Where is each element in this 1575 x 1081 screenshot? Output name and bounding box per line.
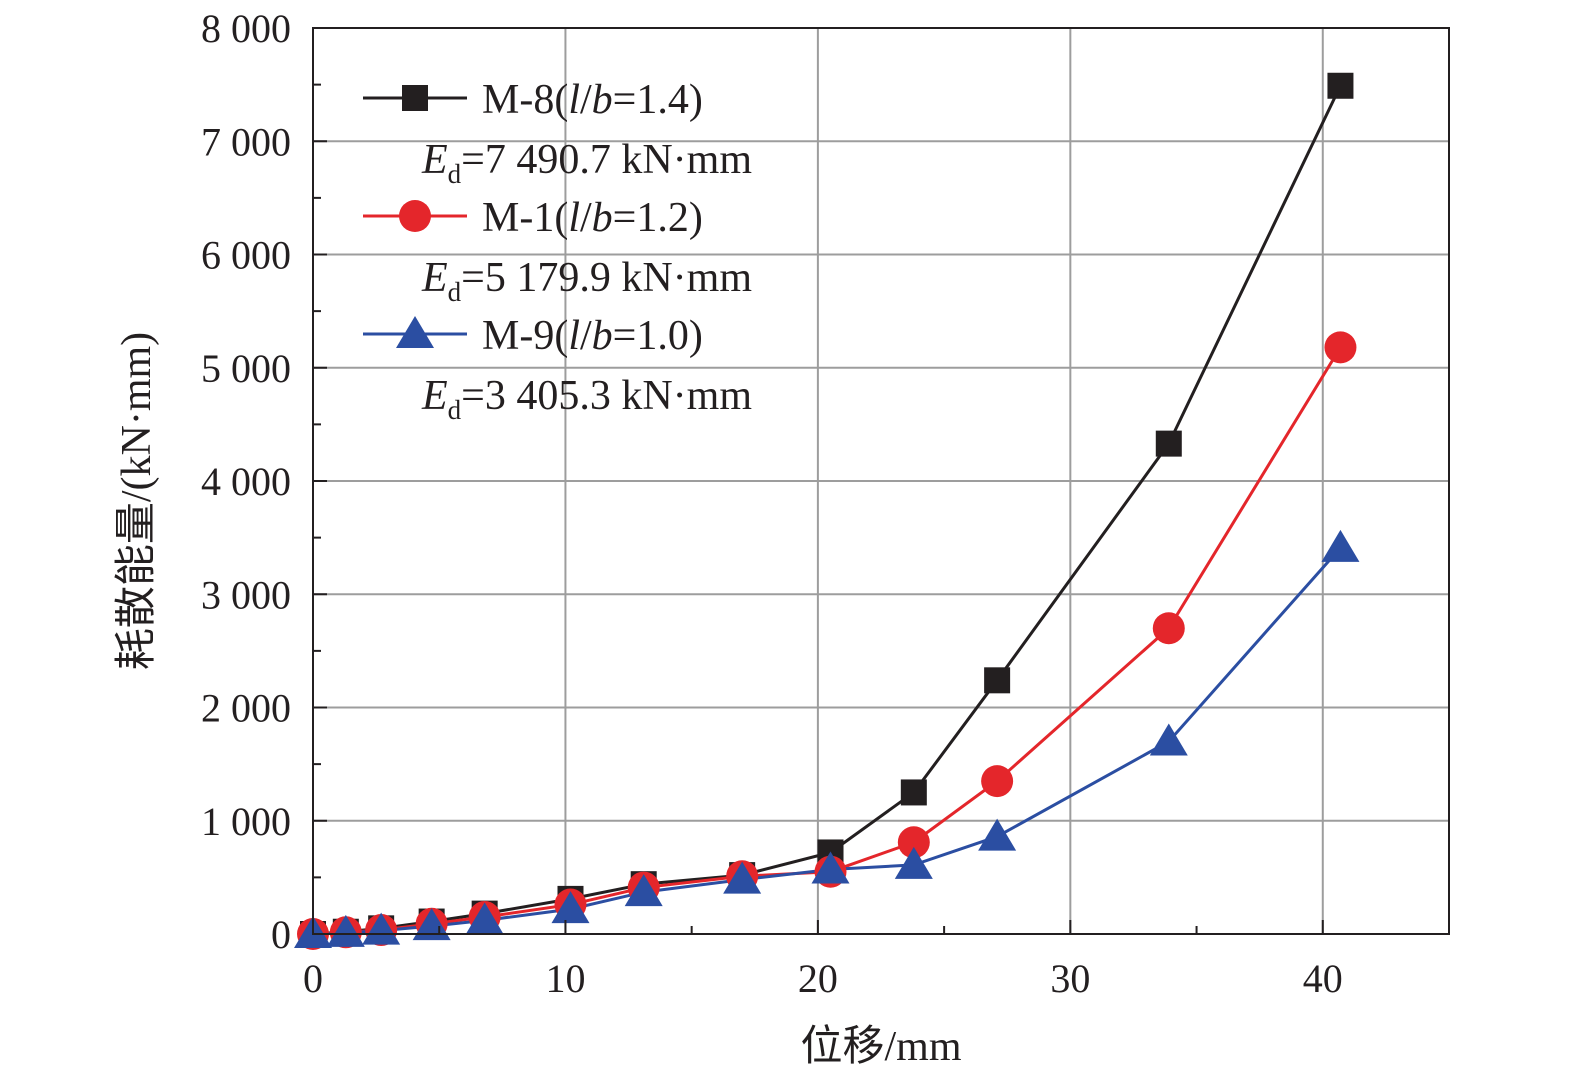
data-point-1-10 (981, 765, 1014, 798)
x-tick-label: 40 (1303, 956, 1343, 1001)
x-tick-labels: 0 10 20 30 40 (303, 956, 1343, 1001)
legend-label-part-2-2: / (580, 313, 592, 359)
data-point-2-11 (1149, 723, 1188, 756)
energy-value: =5 179.9 kN·mm (461, 255, 752, 301)
legend-label-part-1-2: / (580, 195, 592, 241)
data-point-2-10 (978, 818, 1017, 851)
x-tick-label: 10 (545, 956, 585, 1001)
legend-label-2: M-9(l/b=1.0) (482, 313, 703, 359)
legend-label-part-1-0: M-1( (482, 195, 568, 241)
x-tick-label: 20 (798, 956, 838, 1001)
data-point-2-12 (1321, 529, 1360, 562)
y-tick-label: 6 000 (201, 233, 291, 278)
series-markers (294, 72, 1360, 950)
y-tick-label: 3 000 (201, 572, 291, 617)
legend-label-part-1-4: =1.2) (613, 195, 703, 241)
legend-label-part-2-0: M-9( (482, 313, 568, 359)
y-tick-label: 4 000 (201, 459, 291, 504)
legend-label-part-0-1: l (568, 77, 580, 123)
y-tick-labels: 0 1 000 2 000 3 000 4 000 5 000 6 000 7 000 8 00… (201, 6, 291, 957)
x-tick-label: 0 (303, 956, 323, 1001)
y-tick-label: 7 000 (201, 119, 291, 164)
data-point-1-12 (1324, 331, 1357, 364)
legend-label-part-2-4: =1.0) (613, 313, 703, 359)
legend-label-part-1-1: l (568, 195, 580, 241)
data-point-2-7 (723, 861, 762, 894)
y-tick-label: 8 000 (201, 6, 291, 51)
data-point-2-5 (551, 891, 590, 924)
energy-subscript: d (448, 159, 462, 189)
energy-symbol: E (421, 255, 448, 301)
y-tick-label: 1 000 (201, 799, 291, 844)
legend-energy-1: Ed=5 179.9 kN·mm (421, 255, 752, 307)
y-tick-label: 0 (271, 912, 291, 957)
legend-label-1: M-1(l/b=1.2) (482, 195, 703, 241)
energy-subscript: d (448, 395, 462, 425)
data-point-0-9 (900, 779, 927, 806)
legend-marker-2 (396, 316, 434, 348)
legend-label-part-0-4: =1.4) (613, 77, 703, 123)
data-point-2-4 (465, 902, 504, 935)
energy-value: =7 490.7 kN·mm (461, 137, 752, 183)
data-point-0-11 (1155, 430, 1182, 457)
series-marker-group-2 (294, 529, 1360, 948)
y-axis-title: 耗散能量/(kN·mm) (114, 332, 160, 670)
legend-energy-0: Ed=7 490.7 kN·mm (421, 137, 752, 189)
legend-energy-2: Ed=3 405.3 kN·mm (421, 373, 752, 425)
data-point-2-1 (326, 914, 365, 947)
y-tick-label: 5 000 (201, 346, 291, 391)
data-point-2-9 (894, 846, 933, 879)
data-point-0-12 (1327, 72, 1354, 99)
legend-label-part-0-2: / (580, 77, 592, 123)
data-point-2-6 (624, 874, 663, 907)
axis-ticks (312, 27, 1450, 935)
legend-marker-1 (399, 200, 431, 232)
data-point-1-11 (1152, 612, 1185, 645)
legend-label-part-2-3: b (592, 313, 613, 359)
legend-label-0: M-8(l/b=1.4) (482, 77, 703, 123)
energy-symbol: E (421, 373, 448, 419)
legend-label-part-1-3: b (592, 195, 613, 241)
x-tick-label: 30 (1050, 956, 1090, 1001)
y-tick-label: 2 000 (201, 686, 291, 731)
legend: M-8(l/b=1.4)Ed=7 490.7 kN·mmM-1(l/b=1.2)… (363, 77, 752, 425)
energy-value: =3 405.3 kN·mm (461, 373, 752, 419)
data-point-2-2 (362, 912, 401, 945)
energy-symbol: E (421, 137, 448, 183)
x-axis-title: 位移/mm (800, 1023, 961, 1070)
data-point-1-9 (897, 826, 930, 859)
legend-label-part-0-3: b (592, 77, 613, 123)
data-point-0-10 (984, 667, 1011, 694)
legend-marker-0 (402, 85, 428, 111)
legend-label-part-0-0: M-8( (482, 77, 568, 123)
legend-label-part-2-1: l (568, 313, 580, 359)
data-point-2-8 (811, 851, 850, 884)
data-point-2-3 (412, 908, 451, 941)
energy-subscript: d (448, 277, 462, 307)
